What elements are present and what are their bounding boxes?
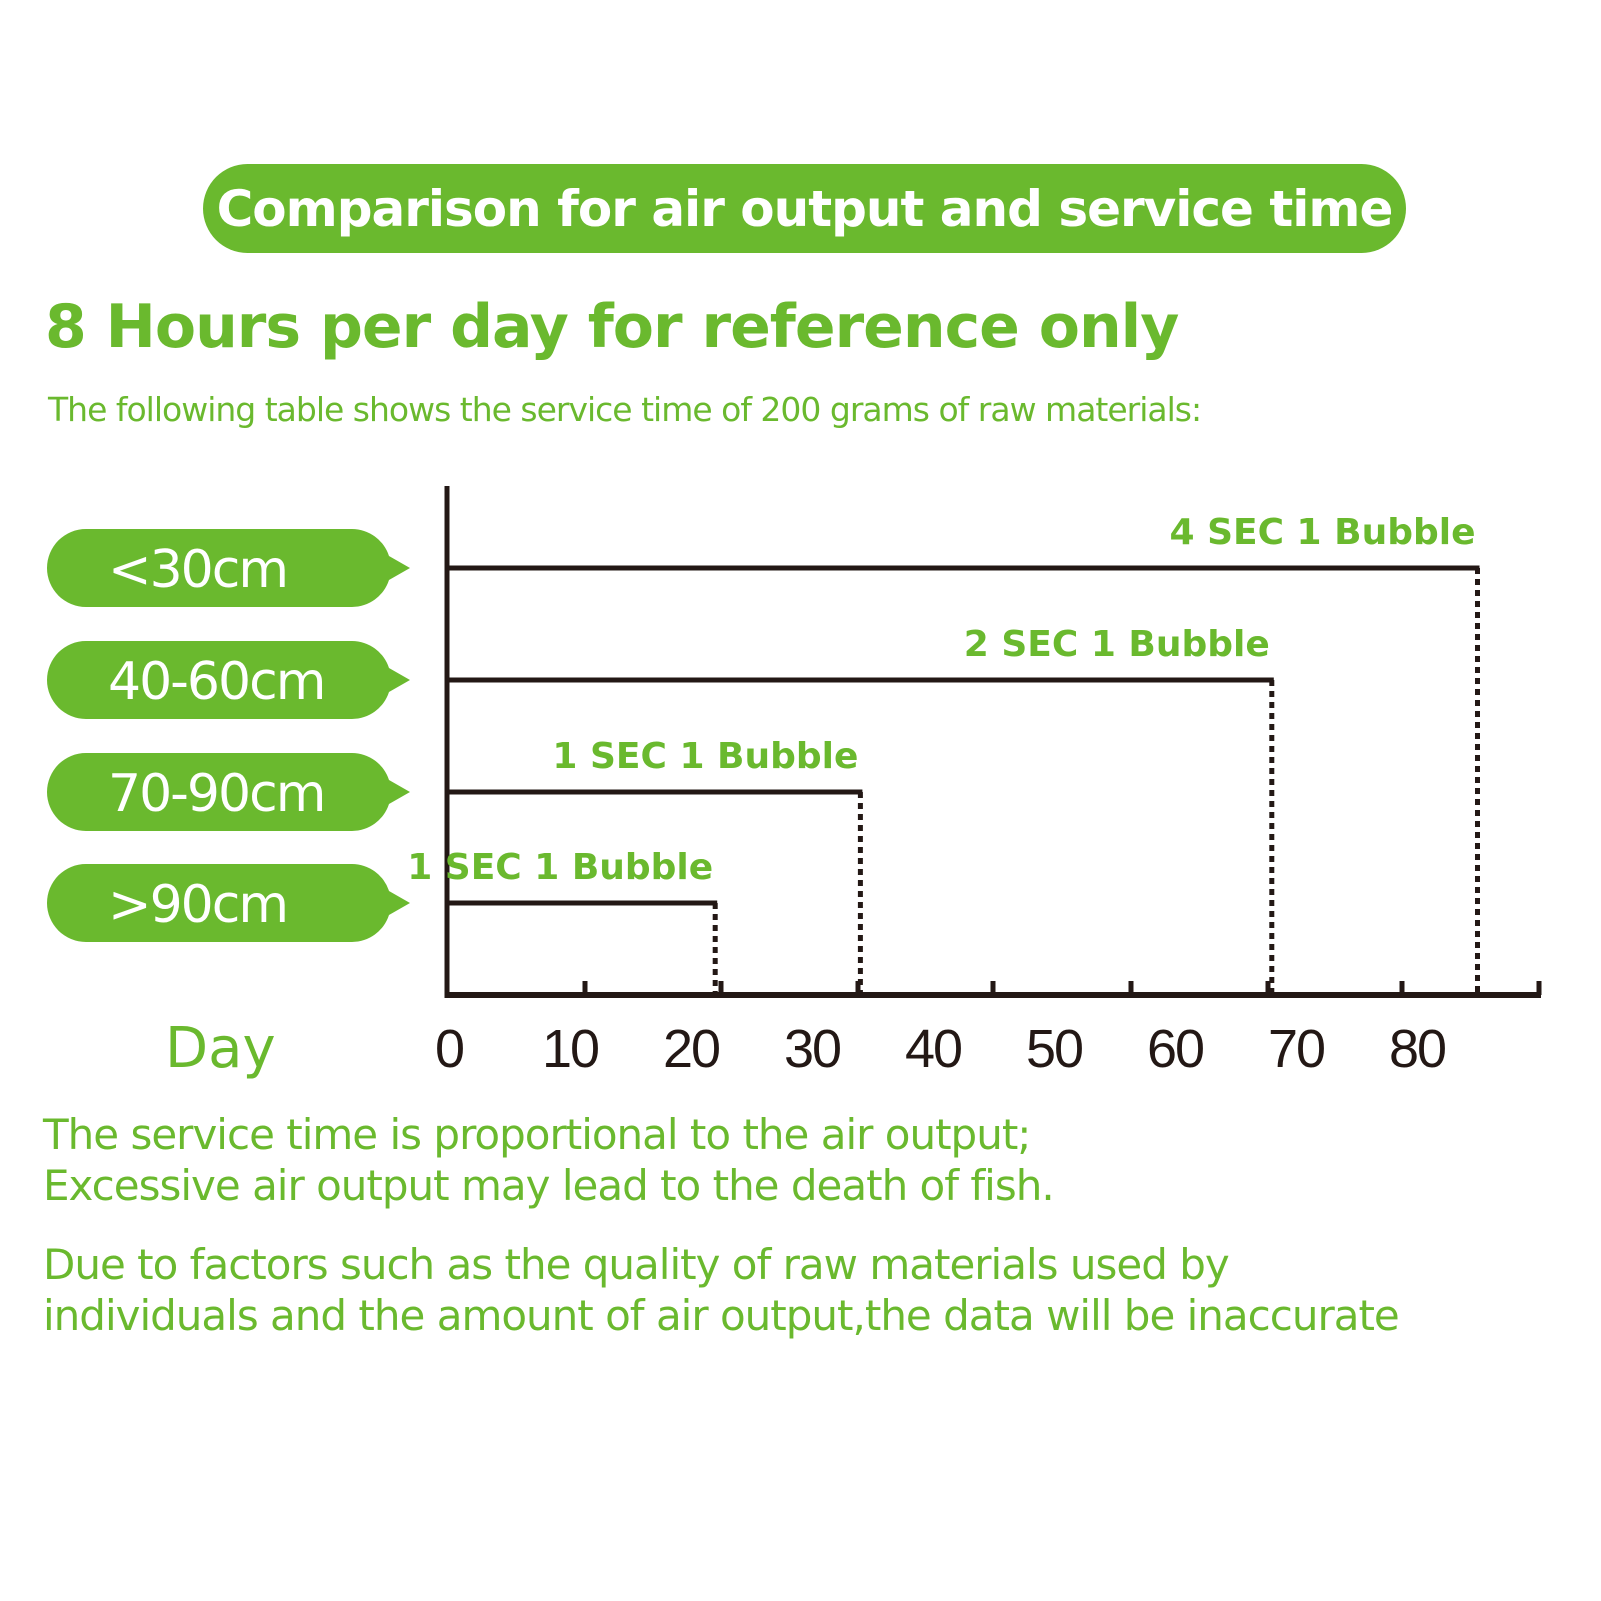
x-tick-label: 80 bbox=[1389, 1019, 1445, 1079]
x-tick-label: 70 bbox=[1268, 1019, 1324, 1079]
category-pill bbox=[47, 753, 410, 831]
title-banner: Comparison for air output and service ti… bbox=[203, 164, 1406, 253]
category-label: 40-60cm bbox=[108, 652, 324, 712]
x-tick-label: 0 bbox=[435, 1019, 463, 1079]
x-tick-label: 40 bbox=[905, 1019, 961, 1079]
x-tick-label: 50 bbox=[1026, 1019, 1082, 1079]
x-tick-label: 60 bbox=[1147, 1019, 1203, 1079]
category-pill bbox=[47, 529, 410, 607]
category-pill bbox=[47, 864, 410, 942]
category-label: >90cm bbox=[108, 875, 287, 935]
footer-note-2: Excessive air output may lead to the dea… bbox=[43, 1161, 1055, 1210]
footer-note-3: Due to factors such as the quality of ra… bbox=[43, 1240, 1230, 1289]
category-label: 70-90cm bbox=[108, 764, 324, 824]
bar-data-label: 1 SEC 1 Bubble bbox=[407, 847, 713, 888]
category-label: <30cm bbox=[108, 540, 287, 600]
x-tick-label: 30 bbox=[784, 1019, 840, 1079]
heading: 8 Hours per day for reference only bbox=[45, 292, 1179, 362]
bar-data-label: 4 SEC 1 Bubble bbox=[1170, 512, 1476, 553]
x-tick-label: 10 bbox=[542, 1019, 598, 1079]
footer-note-1: The service time is proportional to the … bbox=[43, 1110, 1031, 1159]
category-pill bbox=[47, 641, 410, 719]
x-axis-label: Day bbox=[165, 1016, 276, 1081]
bar-data-label: 1 SEC 1 Bubble bbox=[552, 736, 858, 777]
footer-note-4: individuals and the amount of air output… bbox=[43, 1291, 1400, 1340]
subtitle: The following table shows the service ti… bbox=[48, 390, 1202, 429]
bar-data-label: 2 SEC 1 Bubble bbox=[964, 624, 1270, 665]
x-tick-label: 20 bbox=[663, 1019, 719, 1079]
